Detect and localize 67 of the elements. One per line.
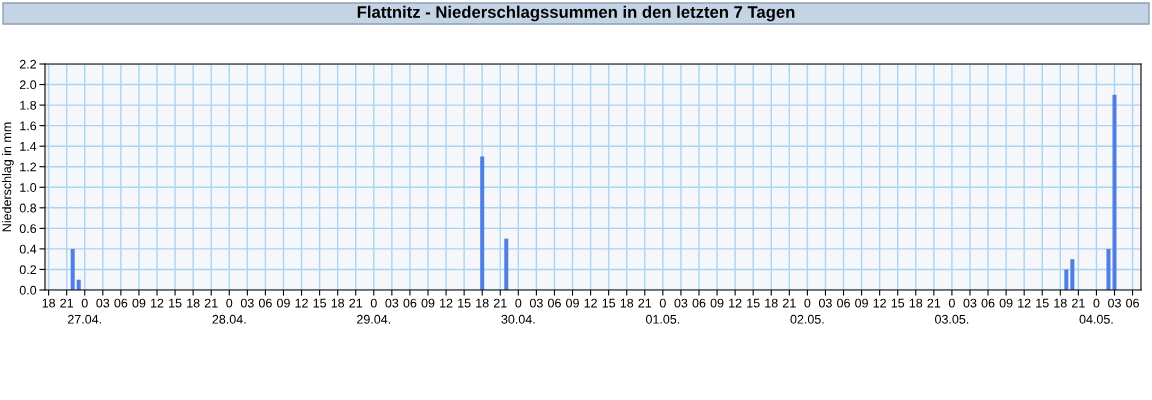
x-tick-label: 18 xyxy=(620,298,634,308)
x-tick-label: 12 xyxy=(729,298,742,308)
x-tick-label: 21 xyxy=(349,298,363,308)
x-tick-label: 06 xyxy=(837,298,850,308)
x-tick-label: 06 xyxy=(403,298,417,308)
x-tick-label: 21 xyxy=(782,298,796,308)
x-tick-label: 15 xyxy=(747,298,760,308)
x-tick-label: 15 xyxy=(602,298,616,308)
x-tick-label: 21 xyxy=(493,298,507,308)
x-tick-label: 06 xyxy=(258,298,272,308)
x-tick-label: 21 xyxy=(1072,298,1085,308)
x-tick-label: 03 xyxy=(385,298,399,308)
x-tick-label: 09 xyxy=(566,298,579,308)
x-tick-label: 18 xyxy=(187,298,200,308)
x-tick-label: 09 xyxy=(855,298,868,308)
y-tick-label: 1.2 xyxy=(20,162,37,172)
x-tick-label: 21 xyxy=(204,298,218,308)
y-tick-label: 0.6 xyxy=(19,224,37,234)
y-tick-label: 1.6 xyxy=(20,121,37,131)
x-tick-label: 06 xyxy=(1126,298,1139,308)
y-tick-label: 2.0 xyxy=(19,80,37,90)
y-tick-label: 0.4 xyxy=(19,244,37,254)
y-tick-label: 0.0 xyxy=(19,285,37,295)
y-tick-label: 2.2 xyxy=(19,59,37,69)
x-tick-label: 21 xyxy=(60,298,74,308)
x-tick-label: 12 xyxy=(1018,298,1031,308)
x-tick-label: 12 xyxy=(584,298,597,308)
x-tick-label: 03 xyxy=(674,298,688,308)
x-tick-label: 03 xyxy=(963,298,977,308)
y-tick-label: 0.8 xyxy=(19,203,37,213)
x-tick-label: 15 xyxy=(458,298,471,308)
x-tick-label: 03 xyxy=(1108,298,1121,308)
x-tick-label: 03 xyxy=(240,298,254,308)
x-tick-label: 18 xyxy=(331,298,345,308)
y-tick-label: 1.8 xyxy=(20,100,37,110)
x-tick-label: 18 xyxy=(476,298,489,308)
x-tick-label: 15 xyxy=(1036,298,1049,308)
x-tick-label: 09 xyxy=(710,298,724,308)
chart-title: Flattnitz - Niederschlagssummen in den letzten 7 Tagen xyxy=(357,5,795,22)
x-tick-label: 06 xyxy=(114,298,128,308)
x-tick-label: 12 xyxy=(151,298,164,308)
x-tick-label: 06 xyxy=(692,298,706,308)
x-tick-label: 12 xyxy=(440,298,453,308)
x-tick-label: 15 xyxy=(169,298,182,308)
x-tick-label: 03 xyxy=(96,298,110,308)
x-tick-label: 18 xyxy=(1054,298,1067,308)
y-tick-label: 0.2 xyxy=(19,265,37,275)
x-tick-label: 18 xyxy=(909,298,923,308)
x-tick-label: 18 xyxy=(765,298,778,308)
x-tick-label: 15 xyxy=(313,298,327,308)
y-tick-label: 1.4 xyxy=(20,142,37,151)
x-tick-label: 09 xyxy=(421,298,435,308)
y-tick-label: 1.0 xyxy=(20,183,37,192)
x-tick-label: 21 xyxy=(638,298,652,308)
x-tick-label: 09 xyxy=(277,298,290,308)
x-tick-label: 09 xyxy=(132,298,146,308)
x-tick-label: 03 xyxy=(529,298,543,308)
x-tick-label: 12 xyxy=(295,298,308,308)
x-tick-label: 15 xyxy=(891,298,905,308)
x-tick-label: 12 xyxy=(873,298,886,308)
x-tick-label: 09 xyxy=(999,298,1013,308)
x-tick-label: 18 xyxy=(42,298,56,308)
x-tick-label: 06 xyxy=(548,298,561,308)
x-tick-label: 21 xyxy=(927,298,941,308)
x-tick-label: 03 xyxy=(818,298,832,308)
x-tick-label: 06 xyxy=(981,298,995,308)
y-axis-title: Niederschlag in mm xyxy=(2,122,14,232)
